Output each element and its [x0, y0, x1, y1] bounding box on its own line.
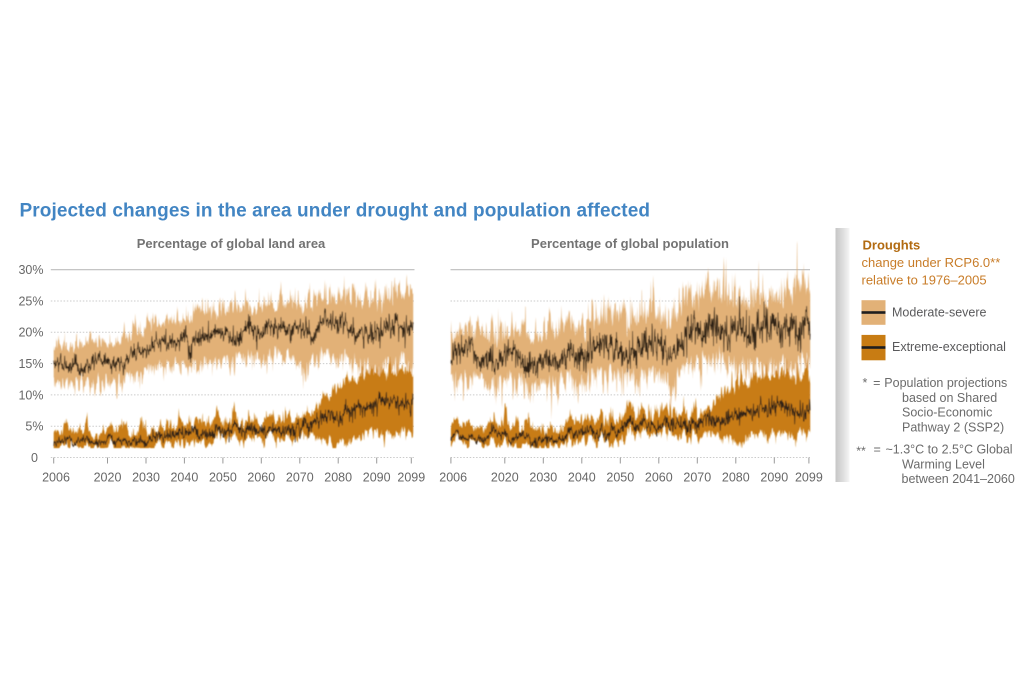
svg-text:2006: 2006 [42, 471, 70, 485]
svg-text:2030: 2030 [529, 471, 557, 485]
svg-text:2060: 2060 [645, 471, 673, 485]
svg-text:2070: 2070 [683, 471, 711, 485]
svg-text:2050: 2050 [606, 471, 634, 485]
svg-text:0: 0 [31, 451, 38, 465]
svg-text:relative to 1976–2005: relative to 1976–2005 [862, 273, 987, 288]
svg-text:25%: 25% [18, 294, 43, 308]
svg-text:30%: 30% [18, 263, 43, 277]
svg-text:2020: 2020 [491, 471, 519, 485]
svg-text:Projected changes in the area: Projected changes in the area under drou… [20, 201, 651, 222]
svg-text:change under RCP6.0**: change under RCP6.0** [862, 255, 1001, 270]
svg-text:2090: 2090 [363, 471, 391, 485]
svg-text:5%: 5% [25, 420, 43, 434]
svg-text:Percentage of global land area: Percentage of global land area [137, 236, 326, 251]
svg-text:2030: 2030 [132, 471, 160, 485]
svg-text:2060: 2060 [247, 471, 275, 485]
svg-text:Percentage of global populatio: Percentage of global population [531, 236, 729, 251]
svg-text:15%: 15% [18, 357, 43, 371]
svg-text:2080: 2080 [324, 471, 352, 485]
svg-text:2080: 2080 [722, 471, 750, 485]
svg-text:Moderate-severe: Moderate-severe [892, 306, 987, 320]
svg-text:2040: 2040 [170, 471, 198, 485]
svg-text:2040: 2040 [568, 471, 596, 485]
svg-text:2020: 2020 [94, 471, 122, 485]
svg-text:Extreme-exceptional: Extreme-exceptional [892, 340, 1006, 354]
svg-text:2090: 2090 [760, 471, 788, 485]
svg-text:2099: 2099 [795, 471, 823, 485]
svg-text:Droughts: Droughts [863, 238, 921, 253]
svg-text:2070: 2070 [286, 471, 314, 485]
svg-text:2050: 2050 [209, 471, 237, 485]
svg-text:10%: 10% [18, 388, 43, 402]
svg-text:2099: 2099 [397, 471, 425, 485]
svg-text:20%: 20% [18, 326, 43, 340]
svg-text:2006: 2006 [439, 471, 467, 485]
